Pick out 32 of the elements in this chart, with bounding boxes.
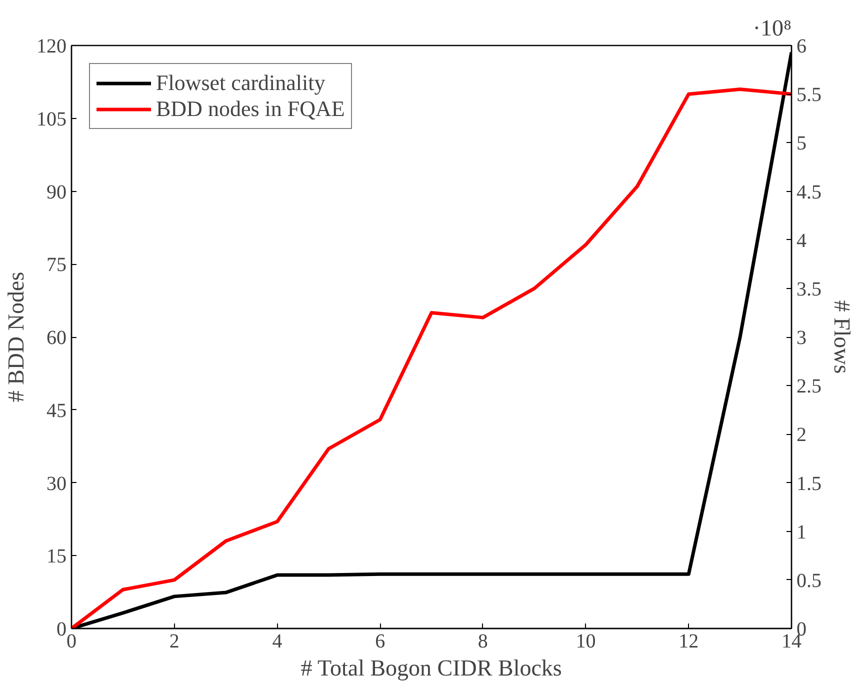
y2-tick-label: 1.5 bbox=[796, 472, 822, 495]
x-tick-label: 10 bbox=[576, 630, 596, 652]
x-tick-label: 4 bbox=[272, 630, 282, 652]
y2-tick-label: 5 bbox=[796, 132, 806, 155]
y2-tick-label: 1 bbox=[796, 521, 806, 544]
y2-axis-title: # Flows bbox=[830, 300, 854, 374]
y-tick-label: 15 bbox=[46, 546, 66, 568]
y-tick-label: 45 bbox=[46, 400, 66, 422]
y2-tick-label: 3 bbox=[796, 327, 806, 349]
y2-tick-label: 3.5 bbox=[796, 278, 822, 300]
y2-tick-label: 2.5 bbox=[796, 376, 822, 398]
y2-tick-label: 2 bbox=[796, 424, 806, 446]
y-tick-label: 30 bbox=[46, 472, 66, 495]
y2-tick-label: 5.5 bbox=[796, 84, 822, 106]
x-tick-label: 8 bbox=[478, 630, 488, 652]
y-tick-label: 90 bbox=[46, 181, 66, 204]
y2-tick-label: 0.5 bbox=[796, 570, 822, 592]
y2-tick-label: 4.5 bbox=[796, 181, 822, 204]
legend-label: BDD nodes in FQAE bbox=[156, 96, 345, 122]
y2-tick-label: 6 bbox=[796, 36, 806, 58]
x-tick-label: 2 bbox=[169, 630, 180, 652]
y2-tick-label: 4 bbox=[796, 230, 806, 252]
legend-label: Flowset cardinality bbox=[156, 70, 326, 96]
y-tick-label: 120 bbox=[36, 36, 66, 58]
y-tick-label: 75 bbox=[46, 254, 66, 276]
y-tick-label: 105 bbox=[36, 108, 66, 130]
x-tick-label: 12 bbox=[678, 630, 699, 652]
y-tick-label: 60 bbox=[46, 327, 66, 349]
x-tick-label: 6 bbox=[375, 630, 386, 652]
text: ·10⁸ bbox=[752, 16, 792, 40]
x-axis-title: # Total Bogon CIDR Blocks bbox=[300, 656, 562, 680]
y-axis-title: # BDD Nodes bbox=[4, 272, 28, 402]
